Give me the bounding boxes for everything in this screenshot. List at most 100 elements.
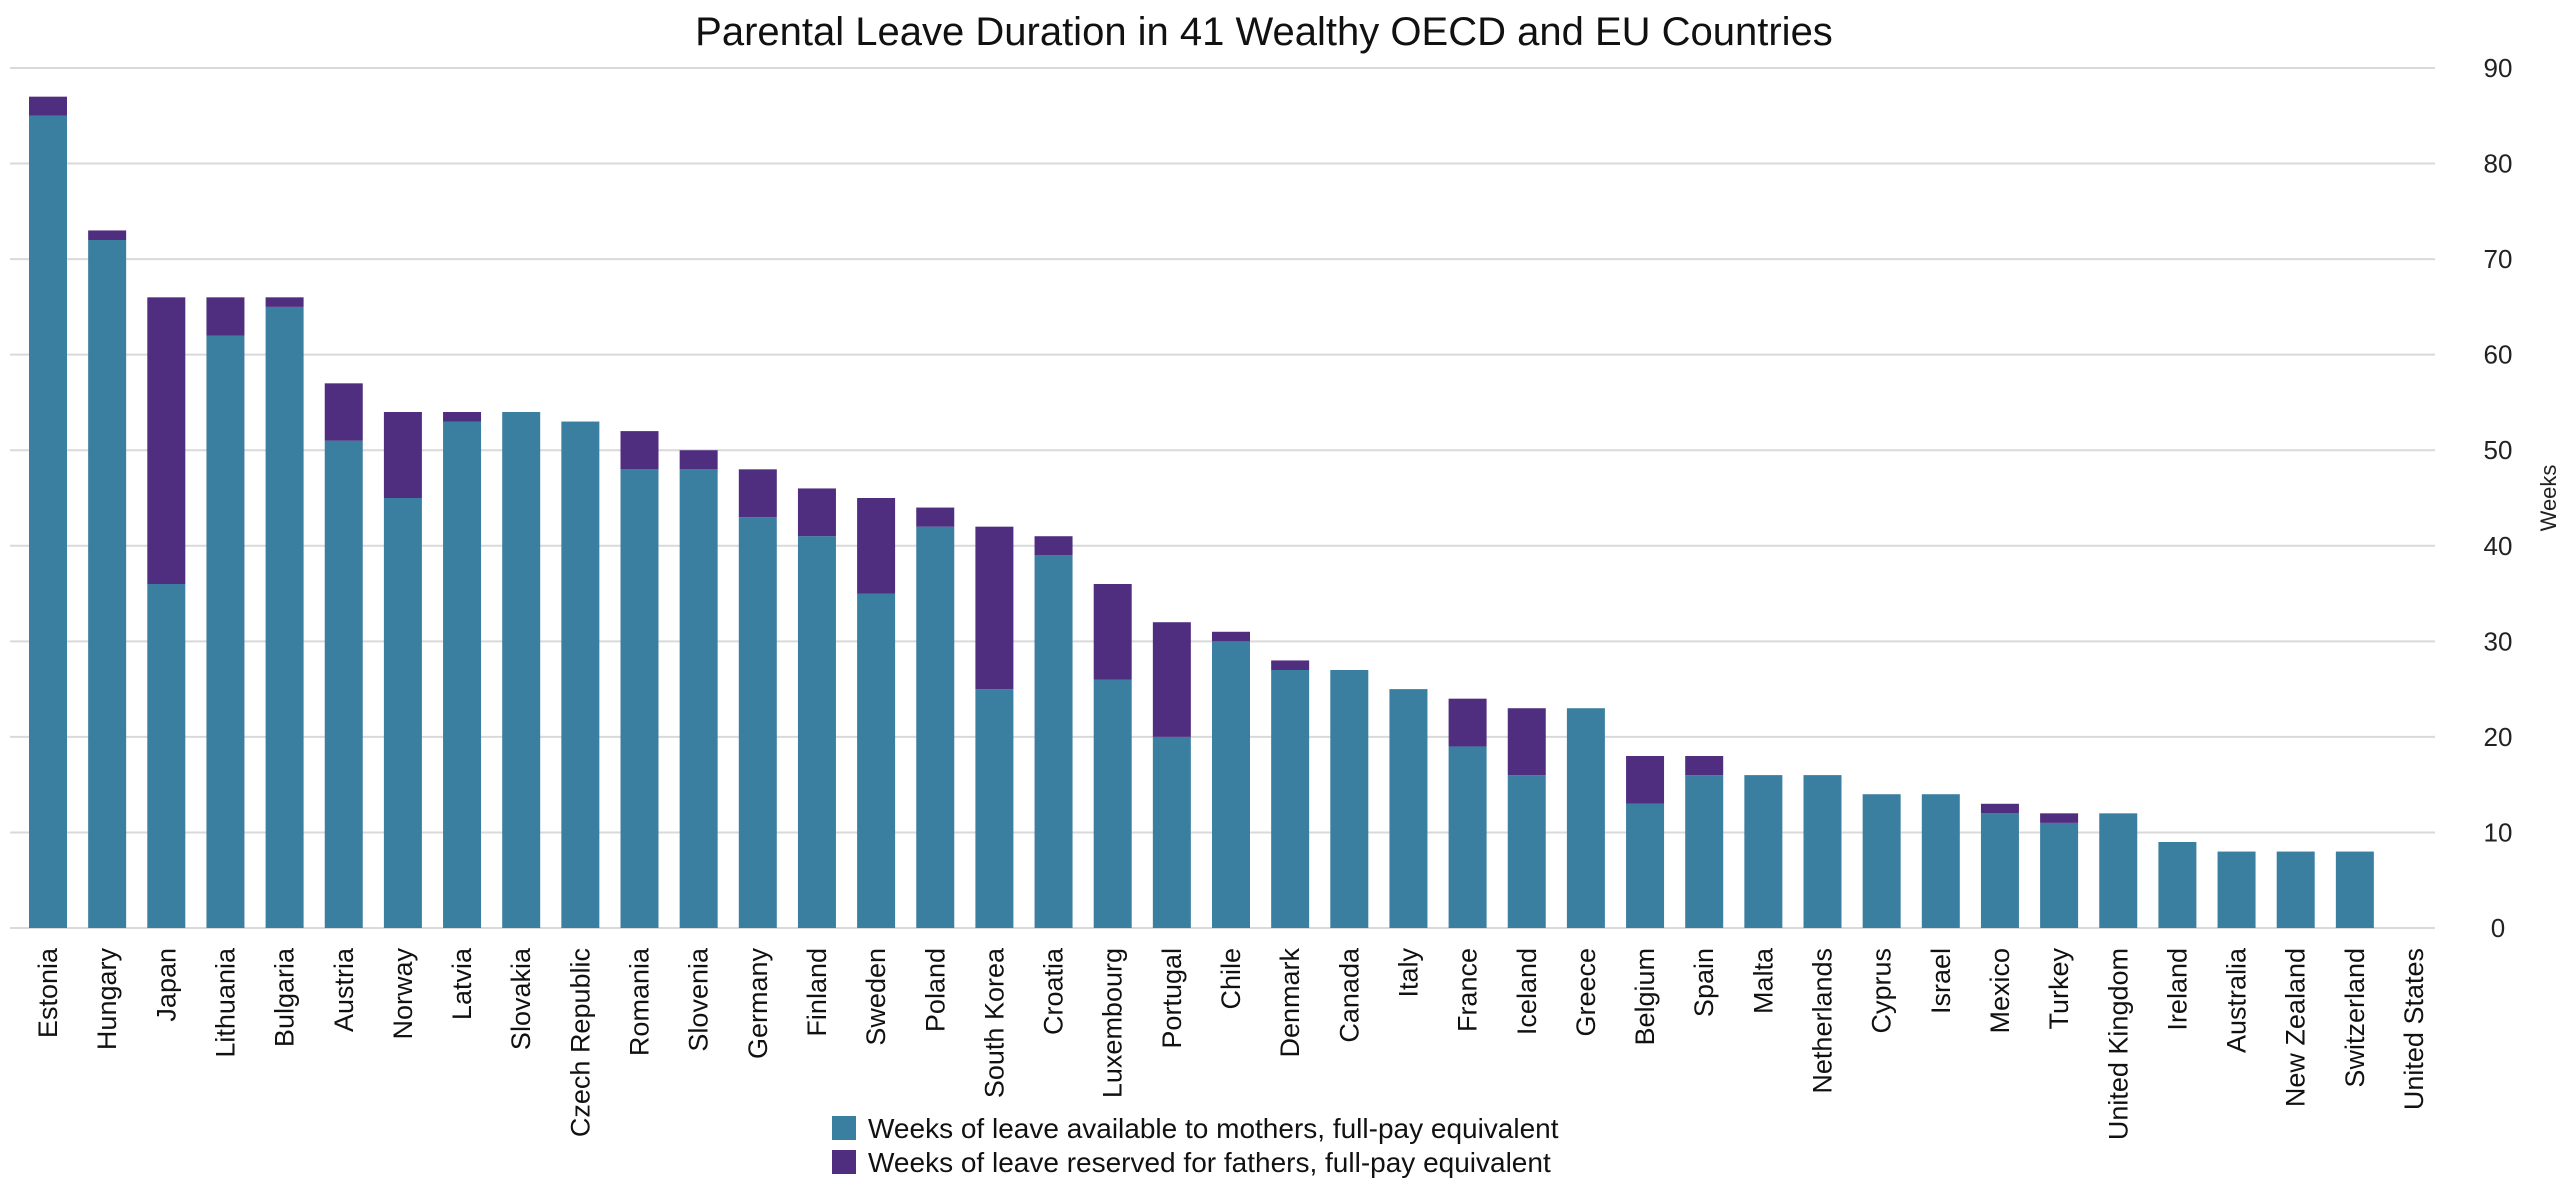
x-category-label: New Zealand: [2281, 948, 2311, 1107]
bar-mothers: [975, 689, 1014, 928]
bar-mothers: [1803, 775, 1842, 928]
legend: Weeks of leave available to mothers, ful…: [832, 1113, 1559, 1178]
legend-label-mothers: Weeks of leave available to mothers, ful…: [868, 1113, 1559, 1144]
bar-fathers: [383, 412, 422, 498]
y-tick-label: 50: [2484, 435, 2513, 465]
x-category-label: Italy: [1393, 948, 1423, 998]
x-category-label: Latvia: [447, 947, 477, 1020]
x-category-label: South Korea: [979, 947, 1009, 1098]
x-category-label: Japan: [151, 948, 181, 1022]
x-category-label: Germany: [743, 948, 773, 1060]
bar-mothers: [1980, 813, 2019, 928]
x-category-label: Portugal: [1157, 948, 1187, 1049]
bar-fathers: [1152, 622, 1191, 737]
bar-mothers: [1330, 670, 1369, 928]
legend-swatch-fathers: [832, 1150, 856, 1174]
bar-mothers: [1744, 775, 1783, 928]
bar-fathers: [1980, 803, 2019, 814]
x-category-label: Croatia: [1039, 947, 1069, 1035]
x-category-label: Australia: [2222, 947, 2252, 1053]
x-category-label: Greece: [1571, 948, 1601, 1037]
bar-fathers: [324, 383, 363, 441]
bar-mothers: [324, 440, 363, 928]
bar-fathers: [206, 297, 245, 336]
bar-fathers: [738, 469, 777, 518]
x-category-label: Austria: [329, 947, 359, 1032]
bar-mothers: [857, 593, 896, 928]
x-category-label: United States: [2399, 948, 2429, 1110]
x-category-label: Estonia: [33, 947, 63, 1038]
bar-mothers: [2099, 813, 2138, 928]
bar-mothers: [1626, 803, 1665, 928]
bar-fathers: [797, 488, 836, 537]
bar-mothers: [797, 536, 836, 928]
bar-fathers: [1507, 708, 1546, 776]
bar-fathers: [1685, 756, 1724, 776]
bar-fathers: [88, 230, 127, 240]
bar-fathers: [679, 450, 718, 470]
bar-fathers: [265, 297, 304, 307]
bar-fathers: [2040, 813, 2079, 823]
x-category-label: Mexico: [1985, 948, 2015, 1034]
x-category-label: Chile: [1216, 948, 1246, 1010]
bar-mothers: [88, 240, 127, 928]
bar-mothers: [916, 526, 955, 928]
x-category-label: Luxembourg: [1098, 948, 1128, 1098]
x-axis-categories: Estonia Hungary Japan Lithuania Bulgaria Aust…: [33, 947, 2429, 1140]
y-tick-label: 70: [2484, 244, 2513, 274]
bar-mothers: [147, 584, 186, 928]
x-category-label: Spain: [1689, 948, 1719, 1017]
y-tick-label: 90: [2484, 53, 2513, 83]
x-category-label: Netherlands: [1808, 948, 1838, 1094]
x-category-label: Hungary: [92, 948, 122, 1051]
bar-mothers: [2158, 842, 2197, 928]
bar-mothers: [620, 469, 659, 928]
x-category-label: Cyprus: [1867, 948, 1897, 1034]
bar-mothers: [1862, 794, 1901, 928]
bar-fathers: [1271, 660, 1310, 670]
bar-mothers: [1212, 641, 1250, 928]
x-category-label: Norway: [388, 948, 418, 1040]
bar-fathers: [916, 507, 955, 527]
y-tick-label: 40: [2484, 531, 2513, 561]
bar-fathers: [857, 498, 896, 594]
bar-mothers: [1271, 670, 1310, 928]
bar-mothers: [1566, 708, 1605, 928]
bar-mothers: [383, 498, 422, 928]
bar-mothers: [738, 517, 777, 928]
x-category-label: Iceland: [1512, 948, 1542, 1035]
y-tick-label: 0: [2491, 913, 2505, 943]
bar-mothers: [2217, 851, 2256, 928]
bar-mothers: [1034, 555, 1073, 928]
x-category-label: Israel: [1926, 948, 1956, 1014]
bar-mothers: [443, 421, 482, 928]
chart-title: Parental Leave Duration in 41 Wealthy OE…: [695, 10, 1833, 54]
x-category-label: Slovakia: [506, 947, 536, 1050]
bar-mothers: [1685, 775, 1724, 928]
bar-mothers: [502, 412, 541, 928]
bar-fathers: [147, 297, 186, 584]
x-category-label: Slovenia: [684, 947, 714, 1052]
x-category-label: Switzerland: [2340, 948, 2370, 1088]
y-axis-label: Weeks: [2536, 465, 2561, 532]
bar-mothers: [1921, 794, 1960, 928]
bar-mothers: [265, 306, 304, 928]
bar-fathers: [975, 526, 1014, 690]
x-category-label: Ireland: [2162, 948, 2192, 1031]
x-category-label: United Kingdom: [2103, 948, 2133, 1140]
x-category-label: France: [1453, 948, 1483, 1032]
y-tick-label: 30: [2484, 626, 2513, 656]
bar-mothers: [1448, 746, 1487, 928]
bar-mothers: [2276, 851, 2315, 928]
bar-mothers: [1507, 775, 1546, 928]
bar-mothers: [561, 421, 600, 928]
x-category-label: Sweden: [861, 948, 891, 1046]
x-category-label: Bulgaria: [270, 947, 300, 1047]
x-category-label: Turkey: [2044, 948, 2074, 1030]
bar-fathers: [1034, 536, 1073, 556]
bar-mothers: [29, 115, 67, 929]
bar-mothers: [1152, 736, 1191, 928]
x-category-label: Malta: [1748, 947, 1778, 1014]
bar-mothers: [2040, 822, 2079, 928]
